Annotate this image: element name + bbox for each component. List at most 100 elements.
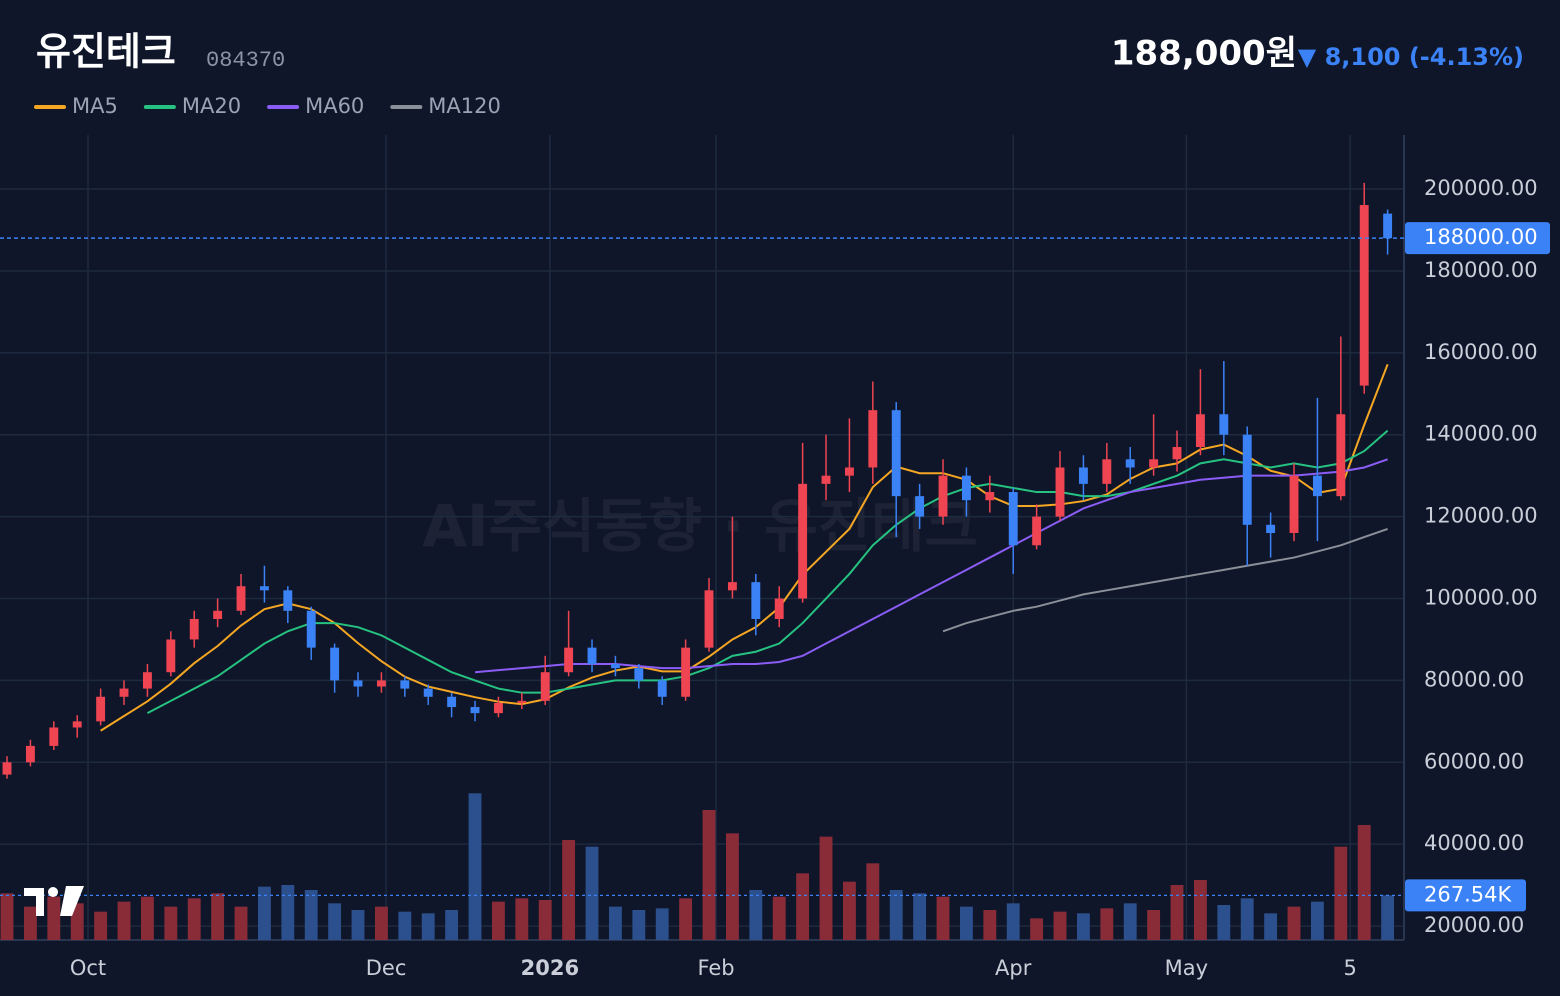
volume-bar <box>1217 905 1231 940</box>
candle-body <box>119 688 129 697</box>
candle-body <box>798 483 808 599</box>
candle-body <box>423 688 433 697</box>
candle-body <box>634 668 644 681</box>
volume-bar <box>983 910 997 940</box>
candle-body <box>236 586 246 611</box>
volume-bar <box>538 900 552 940</box>
candle-body <box>447 696 457 708</box>
volume-bar <box>94 911 108 940</box>
legend-label: MA60 <box>305 94 364 118</box>
current-price: 188,000원 <box>1111 34 1297 74</box>
logo <box>24 886 84 916</box>
volume-bar <box>1240 898 1254 940</box>
volume-bar <box>796 873 810 940</box>
y-tick-label: 160000.00 <box>1424 340 1538 364</box>
candle-body <box>1149 459 1159 468</box>
candle-body <box>306 610 316 648</box>
candle-body <box>1125 459 1135 468</box>
y-tick-label: 20000.00 <box>1424 913 1524 937</box>
candle-body <box>915 496 925 517</box>
candle-body <box>961 475 971 501</box>
stock-name: 유진테크 <box>36 30 176 74</box>
volume-bar <box>304 890 318 940</box>
candle-body <box>1032 516 1042 546</box>
volume-bar <box>1076 913 1090 940</box>
volume-bar <box>772 896 786 940</box>
candle-body <box>891 410 901 497</box>
volume-bar <box>234 906 248 940</box>
volume-bar <box>1310 901 1324 940</box>
volume-bar <box>1264 913 1278 940</box>
candle-body <box>1312 475 1322 497</box>
plot: 20000.00 40000.00 60000.00 80000.00 100000.0… <box>0 135 1550 980</box>
y-tick-label: 120000.00 <box>1424 504 1538 528</box>
volume-bar <box>23 906 37 940</box>
volume-bar <box>468 793 482 940</box>
price-label-bg <box>1405 222 1550 255</box>
y-tick-label: 140000.00 <box>1424 422 1538 446</box>
y-tick-label: 60000.00 <box>1424 749 1524 773</box>
volume-bar <box>281 885 295 940</box>
candle-body <box>1359 205 1369 386</box>
legend-label: MA5 <box>72 94 118 118</box>
candle-body <box>2 762 12 775</box>
x-tick-label: Apr <box>995 956 1032 980</box>
candle-body <box>189 618 199 640</box>
candle-body <box>517 700 527 703</box>
x-tick-label: May <box>1165 956 1208 980</box>
candle-body <box>1055 467 1065 517</box>
y-tick-label: 200000.00 <box>1424 176 1538 200</box>
volume-bar <box>421 913 435 940</box>
candle-body <box>1336 414 1346 497</box>
candle-body <box>1172 447 1182 460</box>
ma-line <box>474 458 1388 674</box>
volume-bar <box>515 898 529 940</box>
candle-body <box>1383 213 1393 239</box>
candle-body <box>751 582 761 619</box>
candle-body <box>470 707 480 714</box>
candle-body <box>493 702 503 714</box>
candle-body <box>49 727 59 746</box>
volume-bar <box>655 908 669 940</box>
watermark: AI주식동향 · 유진테크 <box>422 492 978 560</box>
candle-body <box>353 680 363 687</box>
volume-bar <box>1030 918 1044 940</box>
volume-bar <box>140 896 154 940</box>
candle-body <box>142 672 152 689</box>
x-tick-label: 5 <box>1343 956 1356 980</box>
candle-body <box>400 680 410 689</box>
volume-bar <box>1193 880 1207 940</box>
candle-body <box>283 590 293 611</box>
volume-bar <box>1053 911 1067 940</box>
stock-code: 084370 <box>206 48 285 73</box>
volume-bar <box>1006 903 1020 940</box>
volume-bar <box>164 906 178 940</box>
y-tick-label: 100000.00 <box>1424 586 1538 610</box>
volume-bar <box>47 896 61 940</box>
candle-body <box>1195 414 1205 448</box>
volume-bar <box>328 903 342 940</box>
candle-body <box>25 745 35 763</box>
volume-bar <box>889 890 903 940</box>
x-tick-label: 2026 <box>521 956 579 980</box>
candle-body <box>868 410 878 468</box>
volume-bar <box>936 896 950 940</box>
volume-label-bg <box>1405 879 1526 912</box>
volume-bar <box>562 840 576 940</box>
volume-bar <box>70 903 84 940</box>
volume-bar <box>866 863 880 940</box>
logo-part <box>48 887 58 897</box>
volume-bar <box>491 901 505 940</box>
volume-bar <box>117 901 131 940</box>
candle-body <box>844 467 854 476</box>
candle-body <box>1289 475 1299 533</box>
y-tick-label: 80000.00 <box>1424 667 1524 691</box>
ma-line <box>942 527 1388 633</box>
volume-bar <box>585 846 599 940</box>
volume-bar <box>257 886 271 940</box>
volume-bar <box>351 910 365 940</box>
volume-bar <box>398 911 412 940</box>
